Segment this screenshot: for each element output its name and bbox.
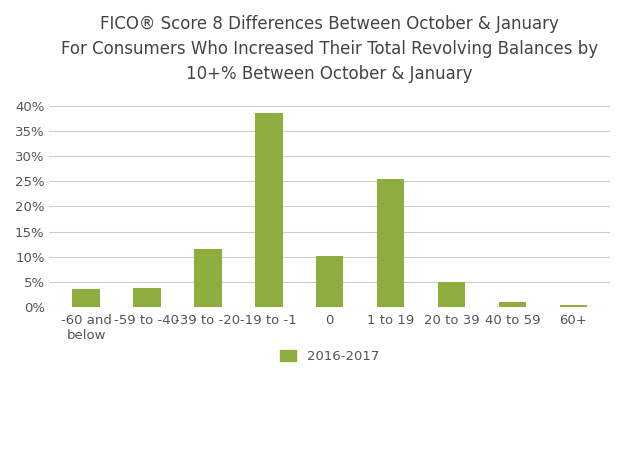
Legend: 2016-2017: 2016-2017 (275, 344, 384, 368)
Bar (438, 282, 465, 307)
Title: FICO® Score 8 Differences Between October & January
For Consumers Who Increased : FICO® Score 8 Differences Between Octobe… (61, 15, 598, 83)
Bar (377, 179, 404, 307)
Bar (560, 305, 587, 307)
Bar (499, 302, 526, 307)
Bar (133, 288, 161, 307)
Bar (194, 249, 222, 307)
Bar (316, 256, 344, 307)
Bar (72, 289, 100, 307)
Bar (255, 113, 282, 307)
